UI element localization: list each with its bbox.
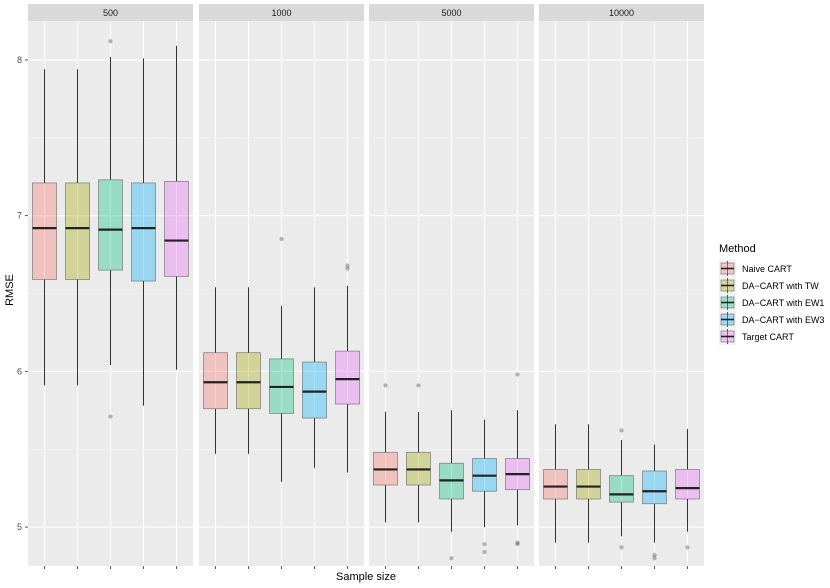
legend-label: Naive CART [742, 264, 792, 274]
legend-entry: DA−CART with TW [719, 277, 819, 294]
outlier-point [345, 263, 350, 268]
facet-strip [199, 4, 364, 21]
y-tick-label: 7 [17, 211, 22, 221]
outlier-point [383, 383, 388, 388]
outlier-point [515, 372, 520, 377]
box-iqr [65, 182, 90, 280]
outlier-point [652, 553, 657, 558]
box-iqr [675, 469, 700, 500]
outlier-point [449, 556, 454, 561]
legend-entry: Naive CART [719, 260, 792, 277]
box-iqr [576, 469, 601, 500]
legend-entry: DA−CART with EW3 [719, 311, 824, 328]
legend-label: DA−CART with TW [742, 281, 819, 291]
box-500-3 [98, 39, 123, 419]
facet-panel-1000: 1000 [199, 4, 364, 566]
y-tick-label: 6 [17, 366, 22, 376]
outlier-point [652, 556, 657, 561]
outlier-point [108, 39, 113, 44]
facet-strip [539, 4, 704, 21]
box-10000-4 [642, 444, 667, 561]
box-500-5 [164, 45, 189, 370]
box-iqr [302, 361, 327, 419]
facet-strip [369, 4, 534, 21]
outlier-point [416, 383, 421, 388]
box-iqr [642, 470, 667, 505]
box-10000-5 [675, 428, 700, 550]
box-5000-4 [472, 419, 497, 555]
box-1000-3 [269, 236, 294, 482]
facet-panel-500: 500 [28, 4, 193, 566]
box-5000-2 [406, 383, 431, 523]
y-tick-label: 5 [17, 522, 22, 532]
legend-label: Target CART [742, 332, 794, 342]
box-iqr [32, 182, 57, 280]
box-10000-1 [543, 424, 568, 543]
facet-strip-label: 5000 [441, 8, 461, 18]
facet-strip-label: 500 [103, 8, 118, 18]
outlier-point [108, 414, 113, 419]
facet-panel-10000: 10000 [539, 4, 704, 566]
box-500-2 [65, 69, 90, 386]
outlier-point [279, 236, 284, 242]
box-1000-4 [302, 287, 327, 468]
facet-strip [28, 4, 193, 21]
outlier-point [619, 428, 624, 433]
box-1000-2 [236, 287, 261, 454]
legend-label: DA−CART with EW1 [742, 298, 824, 308]
y-axis: 5 6 7 8 [17, 55, 688, 569]
outlier-point [345, 266, 350, 271]
x-axis-title: Sample size [336, 571, 396, 583]
facet-panel-5000: 5000 [369, 4, 534, 566]
box-iqr [543, 469, 568, 500]
y-tick-label: 8 [17, 55, 22, 65]
legend: Method Naive CART DA−CART with TW DA−CART … [719, 243, 824, 345]
box-500-1 [32, 69, 57, 386]
facet-panels: 500 1000 5000 10000 [28, 4, 704, 566]
box-10000-2 [576, 424, 601, 543]
legend-entry: DA−CART with EW1 [719, 294, 824, 311]
box-iqr [236, 352, 261, 410]
outlier-point [482, 549, 487, 555]
box-1000-1 [203, 287, 228, 454]
legend-label: DA−CART with EW3 [742, 315, 824, 325]
outlier-point [515, 542, 520, 547]
box-iqr [131, 182, 156, 282]
outlier-point [482, 542, 487, 547]
y-axis-title: RMSE [4, 274, 16, 306]
box-10000-3 [609, 428, 634, 550]
box-iqr [98, 179, 123, 271]
box-5000-1 [373, 383, 398, 523]
box-5000-5 [505, 372, 530, 547]
box-iqr [609, 475, 634, 503]
box-5000-3 [439, 410, 464, 561]
box-500-4 [131, 58, 156, 406]
legend-entry: Target CART [719, 328, 794, 345]
box-iqr [335, 350, 360, 405]
facet-strip-label: 1000 [271, 8, 291, 18]
box-iqr [203, 352, 228, 410]
outlier-point [515, 540, 520, 545]
facet-strip-label: 10000 [609, 8, 634, 18]
box-iqr [164, 180, 189, 277]
box-1000-5 [335, 263, 360, 473]
outlier-point [685, 545, 690, 550]
legend-title: Method [719, 243, 756, 255]
outlier-point [619, 545, 624, 550]
